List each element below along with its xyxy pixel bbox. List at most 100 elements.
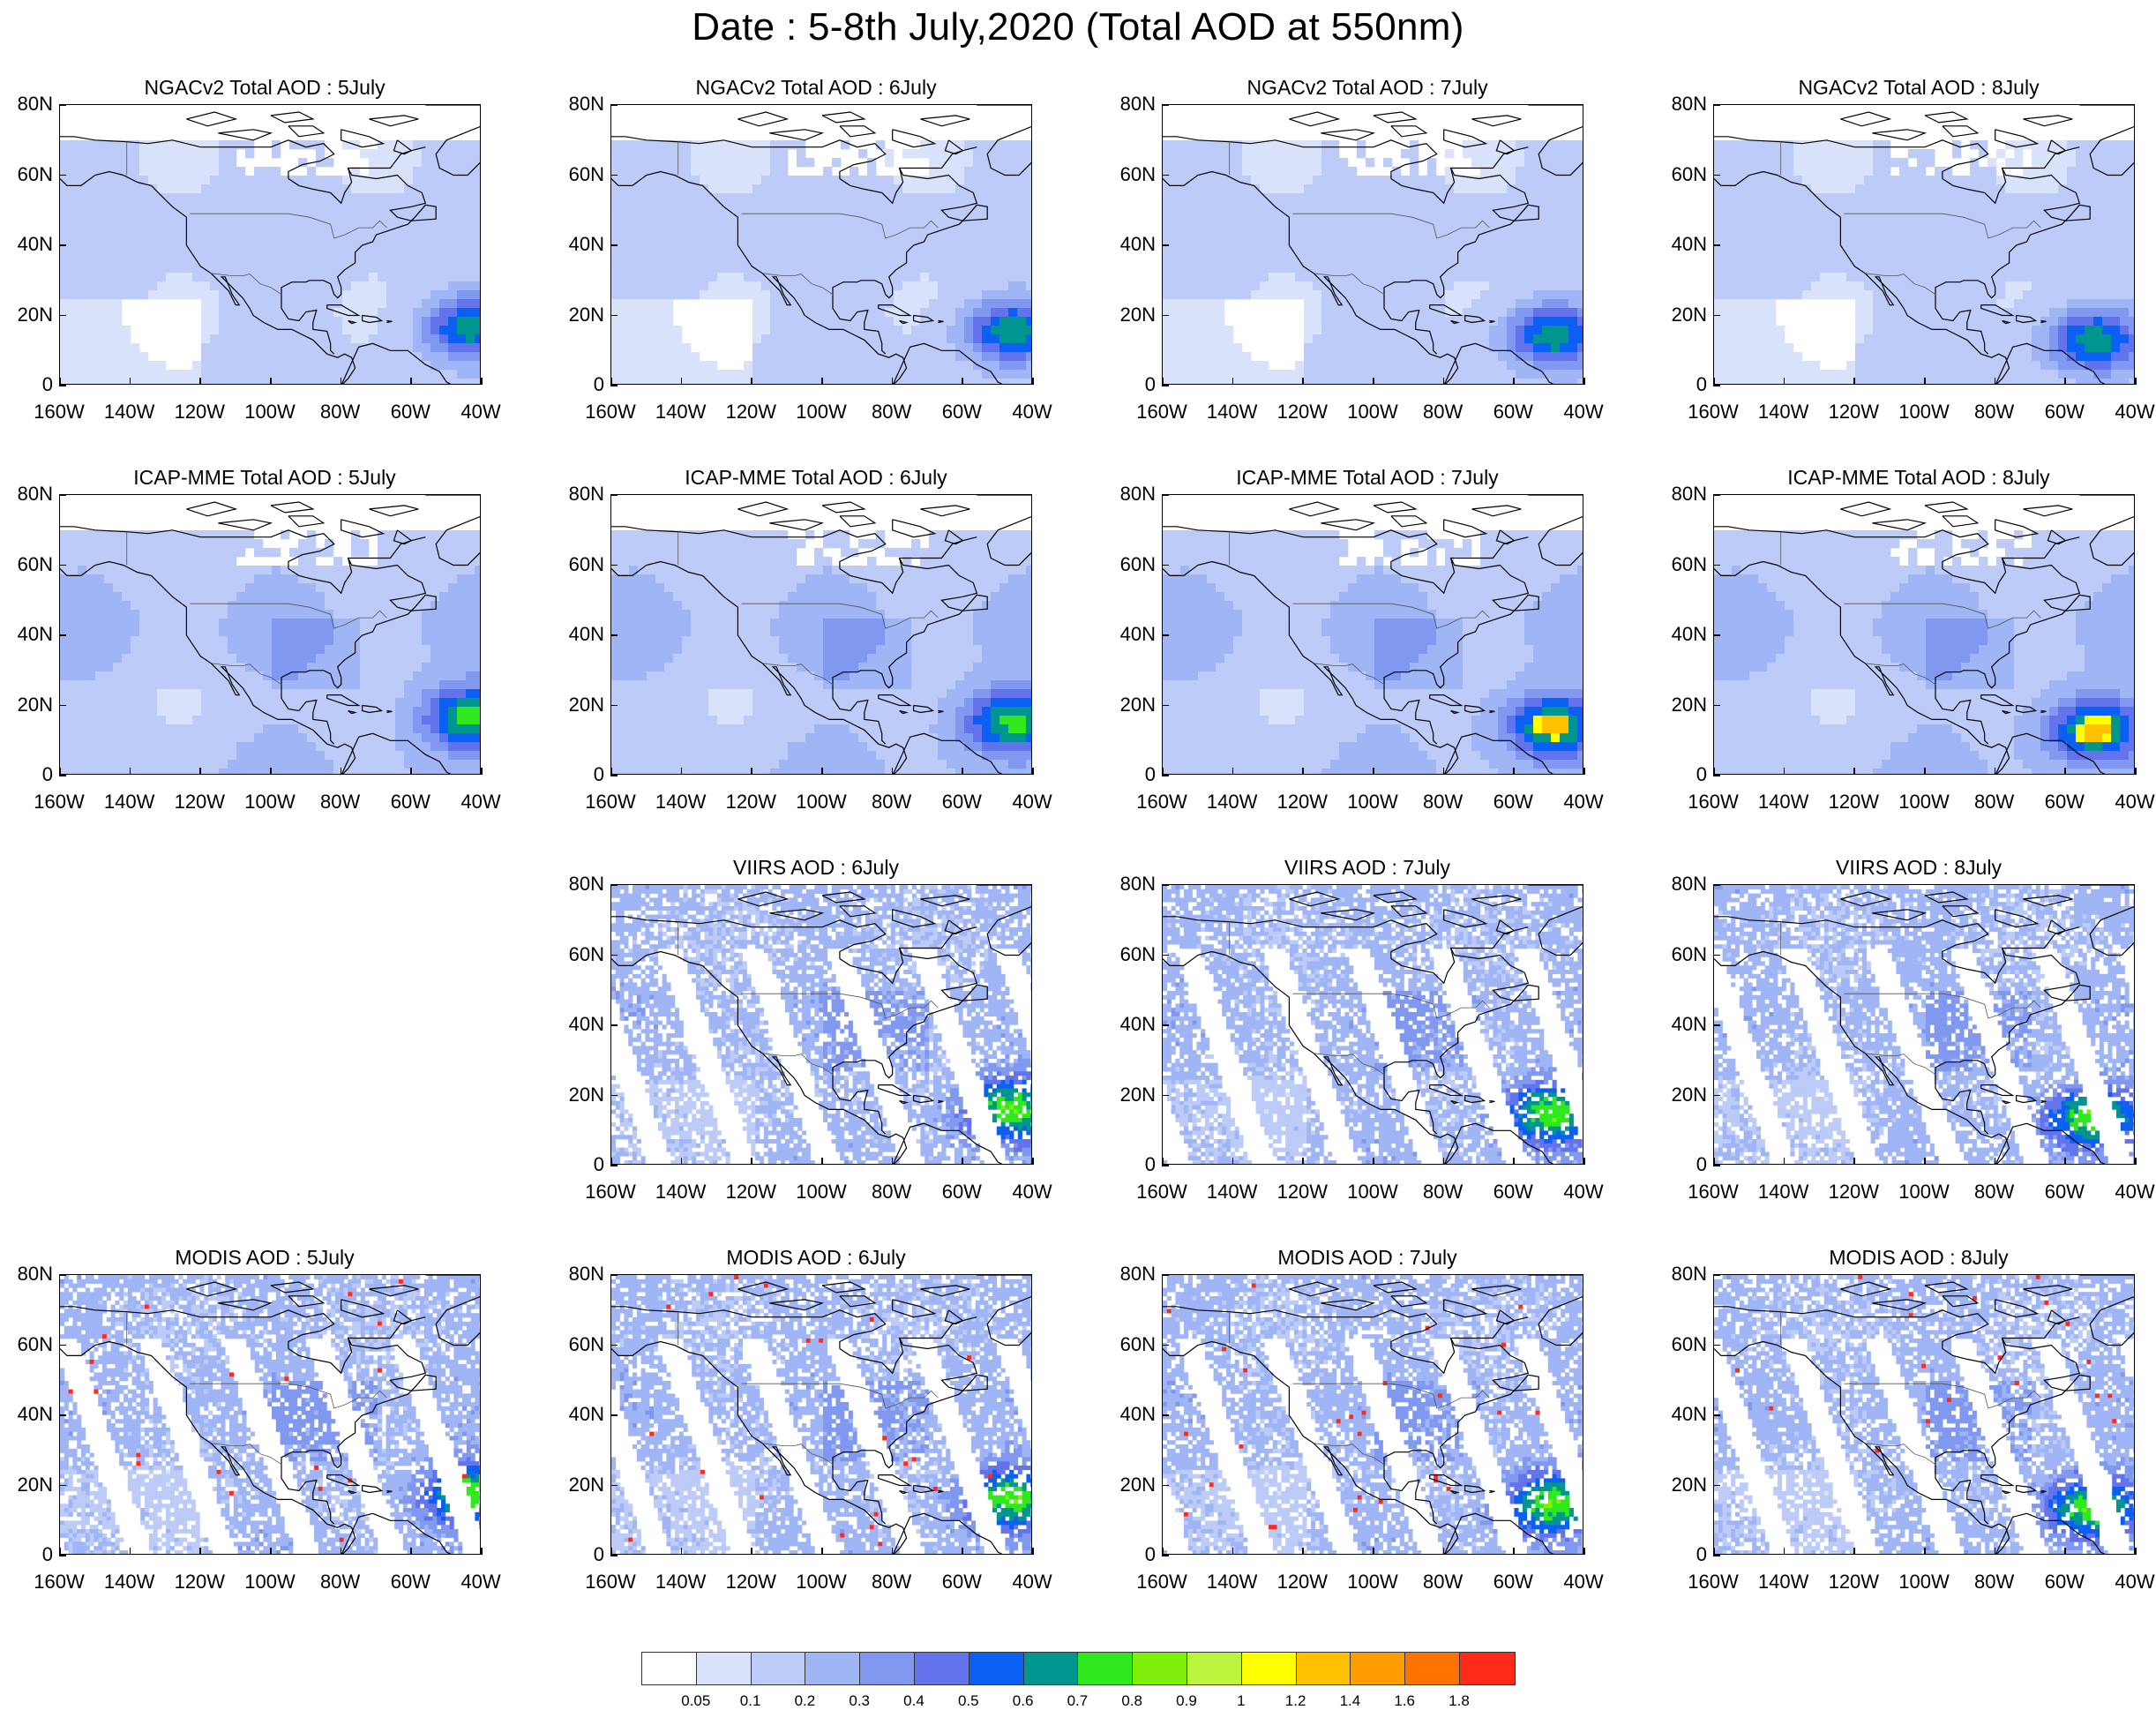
latitude-label: 0 bbox=[594, 373, 604, 396]
coastline bbox=[821, 1281, 866, 1294]
latitude-label: 40N bbox=[1672, 233, 1707, 256]
country-border bbox=[1314, 1053, 1385, 1076]
coastline bbox=[1489, 1489, 1495, 1494]
longitude-tick bbox=[59, 378, 61, 385]
longitude-label: 40W bbox=[1563, 791, 1603, 814]
country-border bbox=[1844, 603, 2041, 629]
longitude-label: 160W bbox=[585, 1181, 635, 1204]
coastline bbox=[1383, 536, 1530, 689]
latitude-tick bbox=[59, 1484, 66, 1486]
coastline bbox=[1390, 1295, 1428, 1308]
latitude-label: 0 bbox=[594, 1543, 604, 1566]
colorbar-label: 0.5 bbox=[958, 1692, 979, 1710]
longitude-label: 140W bbox=[1207, 1571, 1257, 1594]
latitude-label: 20N bbox=[18, 1474, 53, 1496]
longitude-label: 140W bbox=[1207, 401, 1257, 424]
coastline bbox=[769, 129, 825, 141]
coastline bbox=[737, 891, 790, 907]
latitude-label: 80N bbox=[1672, 483, 1707, 506]
latitude-label: 80N bbox=[18, 1263, 53, 1286]
coastline bbox=[362, 314, 384, 324]
longitude-label: 120W bbox=[175, 401, 225, 424]
colorbar-label: 1 bbox=[1237, 1692, 1245, 1710]
country-border bbox=[741, 213, 939, 239]
latitude-tick bbox=[610, 104, 618, 106]
colorbar-swatch bbox=[1023, 1653, 1079, 1684]
coastline bbox=[962, 594, 988, 611]
coastline bbox=[348, 319, 357, 325]
coastline bbox=[1429, 1474, 1464, 1487]
longitude-label: 160W bbox=[1136, 1571, 1187, 1594]
longitude-tick bbox=[891, 378, 894, 385]
longitude-tick bbox=[1373, 768, 1374, 775]
aod-field bbox=[60, 105, 480, 384]
latitude-label: 0 bbox=[1145, 1543, 1156, 1566]
coastline bbox=[1464, 1484, 1486, 1494]
coastline bbox=[1471, 115, 1522, 127]
latitude-label: 20N bbox=[1672, 1084, 1707, 1106]
latitude-tick bbox=[610, 1024, 618, 1026]
latitude-tick bbox=[610, 634, 618, 636]
coastline bbox=[270, 111, 315, 124]
longitude-tick bbox=[680, 768, 683, 775]
coastline bbox=[1942, 1338, 2007, 1375]
coastline bbox=[878, 694, 912, 707]
latitude-label: 40N bbox=[569, 1403, 604, 1426]
coastline bbox=[1935, 1316, 2081, 1469]
coastline bbox=[270, 501, 315, 514]
latitude-label: 80N bbox=[569, 93, 604, 116]
coastline bbox=[2064, 594, 2091, 611]
longitude-label: 100W bbox=[244, 1571, 295, 1594]
coastline bbox=[1450, 319, 1460, 325]
latitude-label: 0 bbox=[42, 763, 53, 786]
longitude-tick bbox=[1994, 768, 1996, 775]
longitude-tick bbox=[1302, 378, 1304, 385]
coastline bbox=[60, 1340, 452, 1554]
coastline bbox=[1321, 909, 1376, 921]
coastline bbox=[1163, 136, 1438, 179]
longitude-tick bbox=[1924, 1548, 1926, 1555]
longitude-label: 100W bbox=[796, 401, 846, 424]
longitude-label: 160W bbox=[1136, 791, 1187, 814]
longitude-label: 40W bbox=[1563, 1571, 1603, 1594]
colorbar-label: 0.6 bbox=[1013, 1692, 1034, 1710]
coastline bbox=[2023, 115, 2073, 127]
longitude-tick bbox=[1783, 768, 1785, 775]
coastline bbox=[60, 1306, 335, 1349]
latitude-tick bbox=[1162, 494, 1169, 496]
coastline bbox=[2079, 885, 2134, 956]
longitude-label: 140W bbox=[1207, 791, 1257, 814]
coastline bbox=[1464, 704, 1486, 714]
coastline bbox=[386, 1489, 393, 1494]
coastline bbox=[1995, 909, 2040, 928]
longitude-label: 160W bbox=[34, 1571, 84, 1594]
coastline bbox=[1714, 916, 1989, 959]
coastline bbox=[1464, 1094, 1486, 1104]
longitude-label: 100W bbox=[1347, 791, 1397, 814]
latitude-label: 20N bbox=[1120, 1084, 1156, 1106]
aod-map bbox=[1713, 1274, 2135, 1555]
longitude-tick bbox=[751, 1158, 752, 1165]
latitude-tick bbox=[59, 1274, 66, 1276]
longitude-tick bbox=[821, 768, 823, 775]
coastline bbox=[1872, 909, 1928, 921]
longitude-tick bbox=[1231, 378, 1234, 385]
longitude-label: 40W bbox=[2115, 1571, 2154, 1594]
longitude-label: 160W bbox=[34, 401, 84, 424]
longitude-label: 60W bbox=[942, 791, 982, 814]
aod-field bbox=[1714, 1275, 2134, 1554]
coastline bbox=[944, 139, 964, 155]
coastline bbox=[938, 1489, 944, 1494]
longitude-label: 160W bbox=[1136, 1181, 1187, 1204]
panel-title: MODIS AOD : 6July bbox=[551, 1246, 1081, 1270]
map-panel: VIIRS AOD : 7July 80N 60N 40N 20N 0 160W 140W 12… bbox=[1103, 856, 1632, 1235]
latitude-label: 80N bbox=[1120, 873, 1156, 896]
panel-title: ICAP-MME Total AOD : 6July bbox=[551, 466, 1081, 490]
aod-field bbox=[1714, 495, 2134, 774]
latitude-tick bbox=[1162, 775, 1169, 776]
coastline bbox=[2023, 505, 2073, 517]
colorbar-label: 0.4 bbox=[903, 1692, 925, 1710]
latitude-label: 80N bbox=[1120, 483, 1156, 506]
longitude-tick bbox=[1853, 378, 1855, 385]
longitude-tick bbox=[1032, 1548, 1034, 1555]
